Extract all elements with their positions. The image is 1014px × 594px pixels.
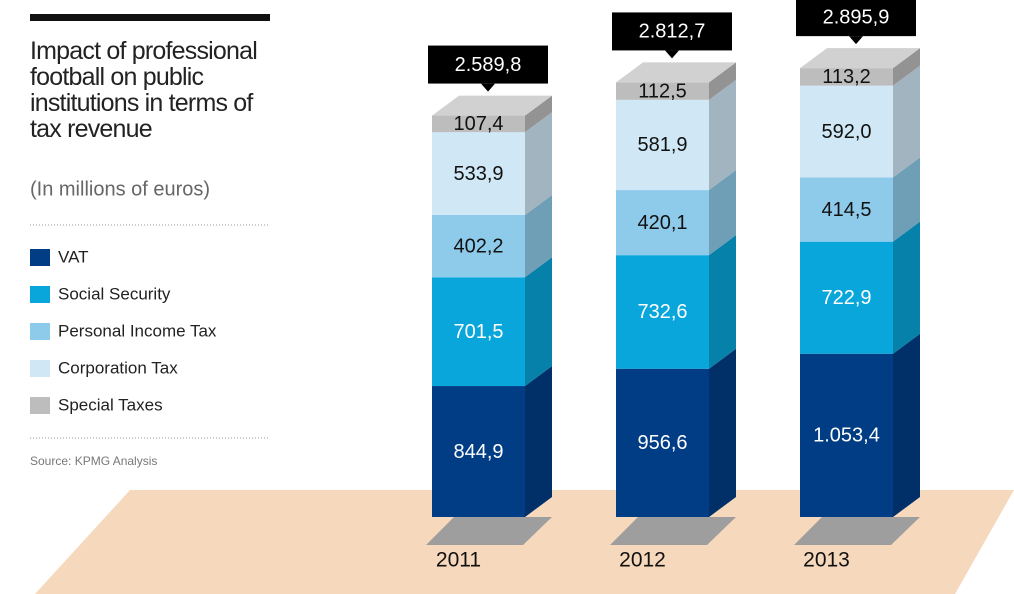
value-label: 402,2 bbox=[453, 235, 503, 257]
legend-swatch bbox=[30, 286, 50, 303]
value-label: 1.053,4 bbox=[813, 425, 880, 447]
chart-title: Impact of professional football on publi… bbox=[30, 37, 258, 143]
shadow bbox=[426, 517, 552, 545]
bar-segment bbox=[616, 99, 709, 191]
legend-swatch bbox=[30, 397, 50, 414]
bar-top bbox=[800, 48, 920, 69]
bar-side bbox=[893, 48, 920, 86]
bar-top bbox=[432, 95, 552, 116]
bar-segment bbox=[800, 177, 893, 242]
x-tick-label: 2011 bbox=[436, 549, 481, 572]
legend-swatch bbox=[30, 249, 50, 266]
legend-swatch bbox=[30, 323, 50, 340]
bar-segment bbox=[432, 214, 525, 278]
bar-segment bbox=[800, 68, 893, 86]
bar-segment bbox=[616, 82, 709, 100]
bar-side bbox=[709, 62, 736, 100]
value-label: 581,9 bbox=[637, 134, 687, 156]
bar-segment bbox=[800, 241, 893, 354]
legend-label: Special Taxes bbox=[58, 395, 163, 414]
x-tick-label: 2012 bbox=[619, 549, 666, 572]
value-label: 112,5 bbox=[638, 80, 687, 102]
bar-side bbox=[525, 366, 552, 517]
value-label: 956,6 bbox=[637, 432, 687, 454]
shadow bbox=[794, 517, 920, 545]
legend-label: Social Security bbox=[58, 284, 171, 303]
bar-side bbox=[525, 112, 552, 215]
value-label: 420,1 bbox=[637, 212, 687, 234]
total-box bbox=[428, 45, 548, 84]
total-box bbox=[796, 0, 916, 37]
total-label: 2.895,9 bbox=[823, 6, 890, 28]
value-label: 107,4 bbox=[453, 113, 503, 135]
value-label: 732,6 bbox=[637, 301, 687, 323]
bar-side bbox=[709, 348, 736, 517]
source: Source: KPMG Analysis bbox=[30, 454, 157, 468]
bar-side bbox=[709, 79, 736, 191]
bar-side bbox=[893, 157, 920, 242]
value-label: 592,0 bbox=[821, 121, 871, 143]
bar-segment bbox=[432, 115, 525, 133]
legend-label: Personal Income Tax bbox=[58, 321, 217, 340]
bar-side bbox=[893, 221, 920, 354]
total-label: 2.589,8 bbox=[455, 54, 522, 76]
bar-side bbox=[525, 95, 552, 133]
value-label: 722,9 bbox=[821, 287, 871, 309]
value-label: 414,5 bbox=[821, 199, 871, 221]
shadow bbox=[610, 517, 736, 545]
legend-label: Corporation Tax bbox=[58, 358, 178, 377]
bar-segment bbox=[616, 255, 709, 369]
bar-side bbox=[525, 194, 552, 278]
bar-side bbox=[893, 333, 920, 517]
value-label: 113,2 bbox=[822, 66, 871, 88]
bar-side bbox=[709, 235, 736, 369]
x-tick-label: 2013 bbox=[803, 549, 850, 572]
bar-segment bbox=[800, 85, 893, 178]
total-pointer bbox=[481, 83, 495, 92]
bar-side bbox=[709, 170, 736, 256]
bar-top bbox=[616, 62, 736, 83]
bar-segment bbox=[800, 353, 893, 517]
header-bar bbox=[30, 14, 270, 21]
total-pointer bbox=[665, 50, 679, 59]
subtitle: (In millions of euros) bbox=[30, 178, 210, 200]
legend-label: VAT bbox=[58, 247, 89, 266]
bar-segment bbox=[432, 386, 525, 517]
total-box bbox=[612, 12, 732, 51]
total-pointer bbox=[849, 36, 863, 45]
bar-side bbox=[893, 65, 920, 178]
value-label: 844,9 bbox=[453, 441, 503, 463]
bar-segment bbox=[616, 368, 709, 517]
bar-segment bbox=[616, 190, 709, 256]
total-label: 2.812,7 bbox=[639, 21, 706, 43]
bar-side bbox=[525, 257, 552, 387]
value-label: 533,9 bbox=[453, 163, 503, 185]
legend-swatch bbox=[30, 360, 50, 377]
bar-segment bbox=[432, 277, 525, 387]
bar-segment bbox=[432, 132, 525, 215]
value-label: 701,5 bbox=[453, 321, 503, 343]
